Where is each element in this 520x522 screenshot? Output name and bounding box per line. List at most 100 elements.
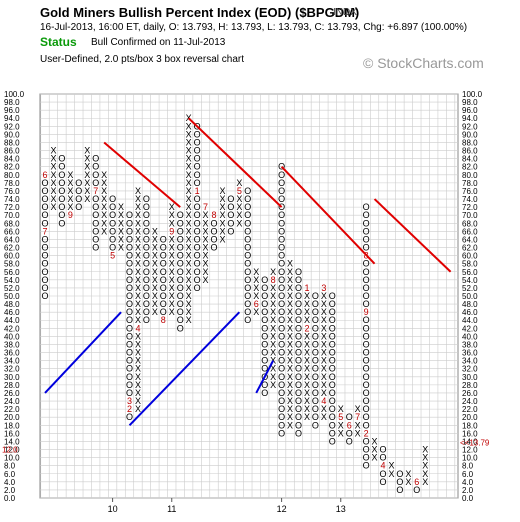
- x-mark: X: [338, 404, 344, 414]
- x-mark: X: [169, 291, 175, 301]
- resistance-trend-line: [187, 117, 283, 208]
- o-mark: O: [295, 396, 302, 406]
- x-mark: X: [422, 445, 428, 455]
- x-mark: X: [135, 194, 141, 204]
- o-mark: O: [41, 267, 48, 277]
- y-tick-label-right: 84.0: [462, 155, 478, 164]
- o-mark: O: [329, 291, 336, 301]
- o-mark: O: [363, 283, 370, 293]
- x-mark: X: [135, 356, 141, 366]
- o-mark: O: [278, 243, 285, 253]
- x-mark: X: [135, 202, 141, 212]
- o-mark: O: [295, 291, 302, 301]
- o-mark: O: [278, 218, 285, 228]
- x-mark: X: [135, 404, 141, 414]
- x-mark: X: [101, 202, 107, 212]
- month-marker: 1: [195, 186, 200, 196]
- x-mark: X: [287, 267, 293, 277]
- x-mark: X: [321, 339, 327, 349]
- o-mark: O: [194, 129, 201, 139]
- o-mark: O: [329, 404, 336, 414]
- o-mark: O: [143, 291, 150, 301]
- y-tick-label-left: 90.0: [4, 130, 20, 139]
- y-tick-label-left: 48.0: [4, 300, 20, 309]
- x-mark: X: [186, 210, 192, 220]
- o-mark: O: [126, 412, 133, 422]
- o-mark: O: [278, 186, 285, 196]
- x-mark: X: [388, 461, 394, 471]
- o-mark: O: [41, 259, 48, 269]
- o-mark: O: [143, 251, 150, 261]
- o-mark: O: [177, 243, 184, 253]
- o-mark: O: [312, 348, 319, 358]
- x-mark: X: [135, 364, 141, 374]
- x-mark: X: [118, 243, 124, 253]
- x-mark: X: [388, 469, 394, 479]
- x-mark: X: [84, 162, 90, 172]
- o-mark: O: [143, 259, 150, 269]
- y-tick-label-right: 50.0: [462, 292, 478, 301]
- month-marker: 3: [321, 283, 326, 293]
- x-mark: X: [355, 420, 361, 430]
- y-tick-label-right: 92.0: [462, 122, 478, 131]
- o-mark: O: [363, 420, 370, 430]
- x-mark: X: [304, 315, 310, 325]
- o-mark: O: [312, 420, 319, 430]
- o-mark: O: [278, 234, 285, 244]
- x-mark: X: [287, 331, 293, 341]
- x-mark: X: [67, 186, 73, 196]
- month-marker: 6: [42, 170, 47, 180]
- y-tick-label-left: 26.0: [4, 389, 20, 398]
- o-mark: O: [261, 275, 268, 285]
- y-tick-label-right: 74.0: [462, 195, 478, 204]
- o-mark: O: [329, 428, 336, 438]
- month-marker: 6: [347, 420, 352, 430]
- o-mark: O: [363, 226, 370, 236]
- chart-title: Gold Miners Bullish Percent Index (EOD) …: [40, 5, 360, 20]
- o-mark: O: [363, 291, 370, 301]
- o-mark: O: [177, 299, 184, 309]
- o-mark: O: [58, 178, 65, 188]
- o-mark: O: [295, 412, 302, 422]
- y-tick-label-right: 86.0: [462, 147, 478, 156]
- o-mark: O: [278, 267, 285, 277]
- o-mark: O: [177, 234, 184, 244]
- chart-header: Gold Miners Bullish Percent Index (EOD) …: [0, 0, 520, 90]
- o-mark: O: [379, 453, 386, 463]
- x-mark: X: [304, 291, 310, 301]
- y-tick-label-left: 52.0: [4, 284, 20, 293]
- o-mark: O: [261, 331, 268, 341]
- o-mark: O: [312, 356, 319, 366]
- x-mark: X: [422, 453, 428, 463]
- y-tick-label-right: 36.0: [462, 349, 478, 358]
- o-mark: O: [244, 186, 251, 196]
- x-mark: X: [304, 364, 310, 374]
- x-mark: X: [101, 170, 107, 180]
- x-mark: X: [219, 202, 225, 212]
- o-mark: O: [312, 396, 319, 406]
- x-mark: X: [186, 291, 192, 301]
- o-mark: O: [143, 299, 150, 309]
- x-mark: X: [270, 267, 276, 277]
- o-mark: O: [363, 210, 370, 220]
- x-mark: X: [304, 396, 310, 406]
- o-mark: O: [295, 428, 302, 438]
- o-mark: O: [92, 210, 99, 220]
- y-tick-label-left: 62.0: [4, 244, 20, 253]
- x-mark: X: [118, 202, 124, 212]
- o-mark: O: [227, 202, 234, 212]
- x-mark: X: [50, 202, 56, 212]
- o-mark: O: [363, 218, 370, 228]
- x-mark: X: [169, 251, 175, 261]
- o-mark: O: [160, 283, 167, 293]
- y-tick-label-left: 58.0: [4, 260, 20, 269]
- o-mark: O: [41, 243, 48, 253]
- o-mark: O: [143, 194, 150, 204]
- o-mark: O: [363, 234, 370, 244]
- o-mark: O: [312, 291, 319, 301]
- x-mark: X: [152, 267, 158, 277]
- o-mark: O: [295, 380, 302, 390]
- o-mark: O: [177, 226, 184, 236]
- x-mark: X: [152, 251, 158, 261]
- x-mark: X: [169, 234, 175, 244]
